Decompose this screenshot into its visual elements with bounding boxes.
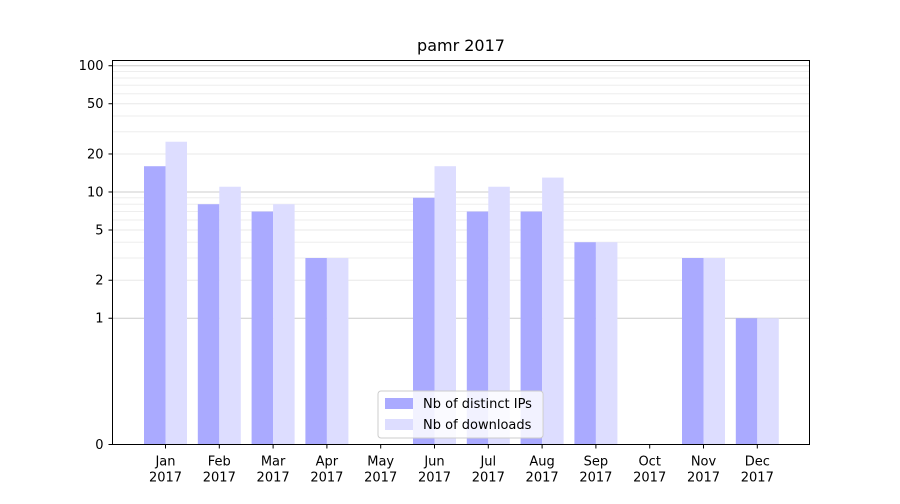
bar-ips-jan xyxy=(144,166,166,445)
x-tick-year-label: 2017 xyxy=(472,471,505,486)
plot-frame xyxy=(112,60,810,445)
bar-ips-nov xyxy=(682,258,704,445)
bar-ips-feb xyxy=(197,204,220,445)
legend-box xyxy=(377,390,544,439)
bar-downloads-aug xyxy=(542,177,564,445)
x-tick-year-label: 2017 xyxy=(579,471,612,486)
y-tick-label: 1 xyxy=(95,312,103,327)
y-tick-label: 10 xyxy=(87,185,104,200)
bar-ips-sep xyxy=(574,242,596,445)
x-tick-label-aug: Aug xyxy=(529,455,554,470)
bar-downloads-jun xyxy=(434,166,456,445)
x-tick-year-label: 2017 xyxy=(364,471,397,486)
x-tick-label-mar: Mar xyxy=(261,455,286,470)
x-tick-label-feb: Feb xyxy=(208,455,231,470)
x-tick-label-jan: Jan xyxy=(154,455,175,470)
x-tick-label-jul: Jul xyxy=(479,455,496,470)
x-tick-year-label: 2017 xyxy=(418,471,451,486)
legend-swatch-downloads xyxy=(385,419,413,430)
x-tick-year-label: 2017 xyxy=(310,471,343,486)
x-tick-year-label: 2017 xyxy=(633,471,666,486)
x-tick-label-sep: Sep xyxy=(584,455,609,470)
x-tick-year-label: 2017 xyxy=(257,471,290,486)
x-tick-label-may: May xyxy=(367,455,394,470)
x-tick-year-label: 2017 xyxy=(741,471,774,486)
bar-ips-jul xyxy=(466,211,489,445)
y-tick-label: 20 xyxy=(87,147,104,162)
x-tick-year-label: 2017 xyxy=(203,471,236,486)
legend: Nb of distinct IPs Nb of downloads xyxy=(377,390,544,439)
bar-downloads-dec xyxy=(757,318,779,445)
x-tick-label-jun: Jun xyxy=(423,455,444,470)
bar-downloads-nov xyxy=(703,258,725,445)
y-tick-label: 5 xyxy=(95,223,103,238)
bar-ips-aug xyxy=(520,211,543,445)
bar-downloads-jul xyxy=(488,186,510,445)
x-tick-label-oct: Oct xyxy=(638,455,660,470)
x-tick-label-apr: Apr xyxy=(316,455,339,470)
x-tick-label-dec: Dec xyxy=(745,455,770,470)
y-tick-label: 100 xyxy=(79,59,104,74)
y-tick-label: 2 xyxy=(95,274,103,289)
y-tick-label: 50 xyxy=(87,97,104,112)
bar-ips-apr xyxy=(305,258,327,445)
bar-downloads-mar xyxy=(273,204,295,445)
bars xyxy=(144,141,779,445)
y-tick-label: 0 xyxy=(95,438,103,453)
bar-ips-mar xyxy=(251,211,274,445)
x-tick-year-label: 2017 xyxy=(687,471,720,486)
chart-title: pamr 2017 xyxy=(417,36,505,55)
y-axis: 0 1 2 5 10 20 50 100 xyxy=(79,59,113,453)
legend-swatch-ips xyxy=(385,398,413,409)
bar-downloads-jan xyxy=(165,141,187,445)
bar-downloads-apr xyxy=(326,258,349,445)
x-axis: Jan2017Feb2017Mar2017Apr2017May2017Jun20… xyxy=(149,444,774,486)
x-tick-label-nov: Nov xyxy=(691,455,717,470)
legend-label-downloads: Nb of downloads xyxy=(423,418,532,433)
bar-ips-dec xyxy=(735,318,758,445)
legend-label-ips: Nb of distinct IPs xyxy=(423,397,532,412)
x-tick-year-label: 2017 xyxy=(149,471,182,486)
x-tick-year-label: 2017 xyxy=(526,471,559,486)
bar-downloads-sep xyxy=(595,242,618,445)
bar-downloads-feb xyxy=(219,186,241,445)
bar-ips-jun xyxy=(413,197,435,445)
